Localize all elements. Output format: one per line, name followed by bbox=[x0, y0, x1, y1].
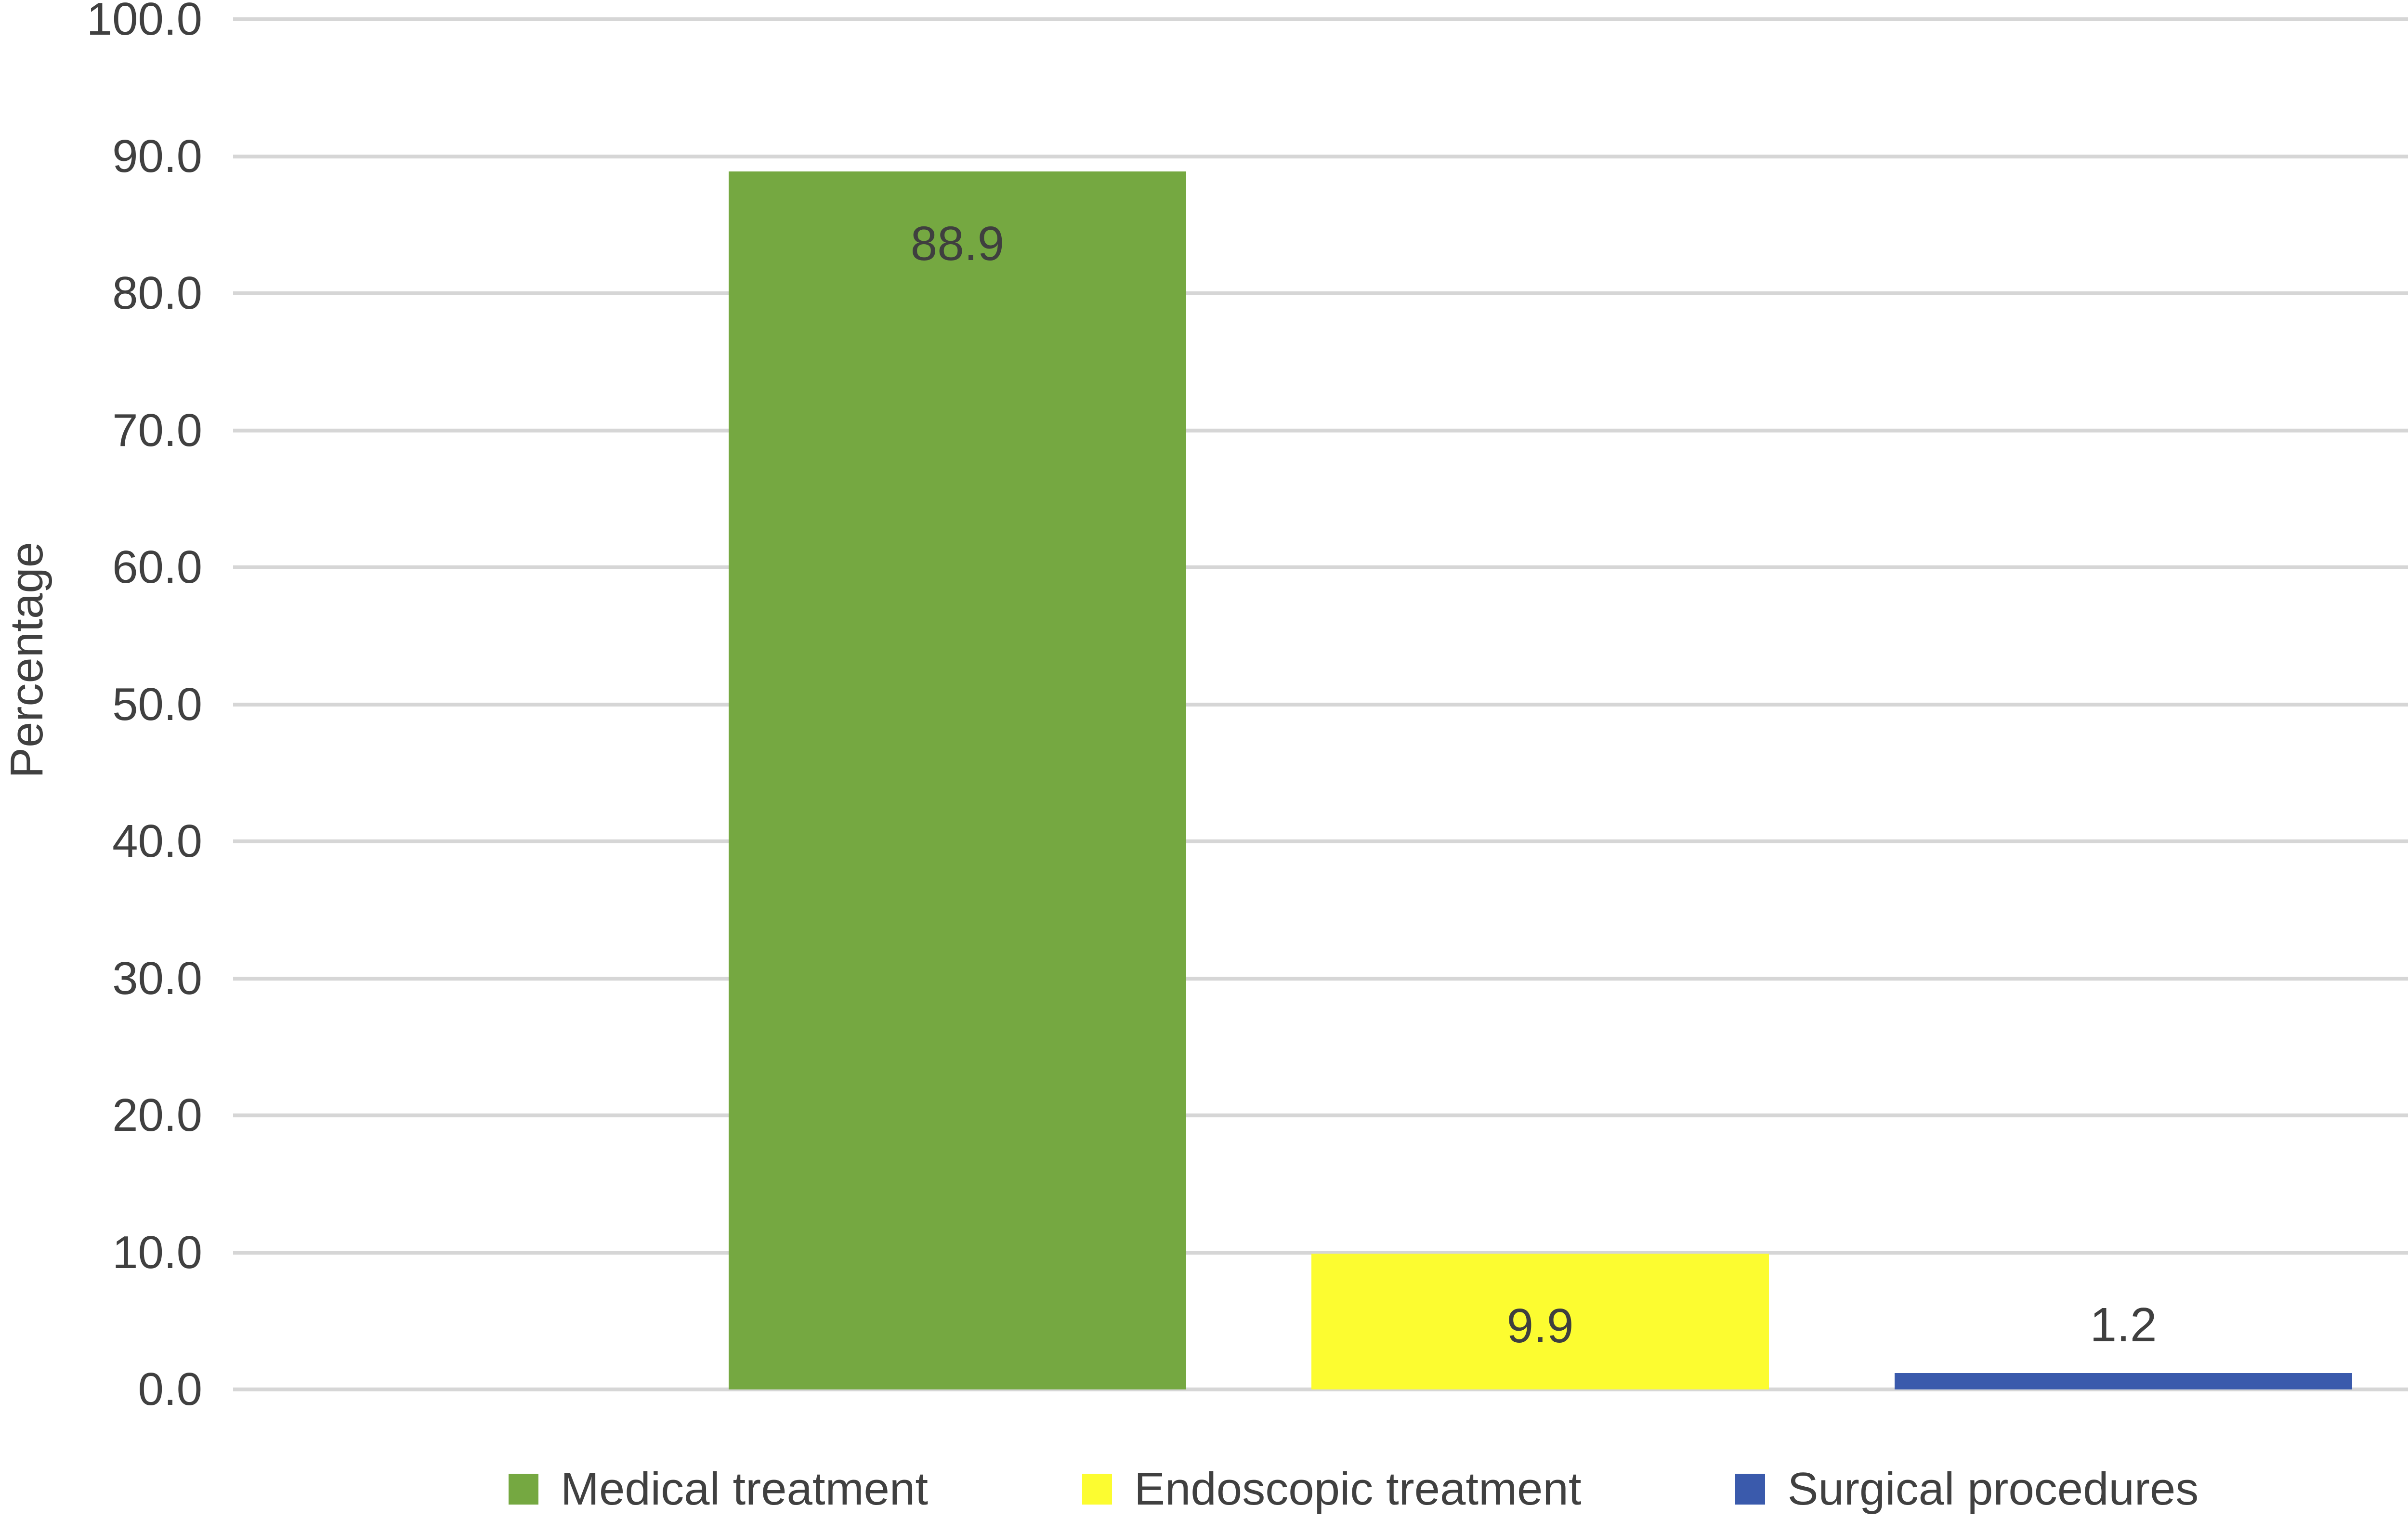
y-tick-label: 60.0 bbox=[112, 541, 202, 593]
y-tick-label: 100.0 bbox=[86, 0, 202, 45]
gridline bbox=[233, 154, 2408, 158]
gridline bbox=[233, 1388, 2408, 1391]
legend-item-endoscopic-treatment: Endoscopic treatment bbox=[1082, 1463, 1582, 1515]
gridline bbox=[233, 976, 2408, 981]
y-tick-label: 80.0 bbox=[112, 267, 202, 319]
y-tick-label: 40.0 bbox=[112, 815, 202, 867]
legend-swatch-medical-treatment bbox=[509, 1474, 538, 1505]
y-tick-label: 10.0 bbox=[112, 1226, 202, 1278]
legend-swatch-surgical-procedures bbox=[1735, 1474, 1766, 1505]
value-label-endoscopic-treatment: 9.9 bbox=[1506, 1299, 1574, 1353]
y-tick-label: 30.0 bbox=[112, 952, 202, 1004]
y-tick-label: 50.0 bbox=[112, 678, 202, 730]
y-tick-label: 20.0 bbox=[112, 1089, 202, 1141]
gridline bbox=[233, 702, 2408, 707]
bar-surgical-procedures bbox=[1895, 1373, 2352, 1389]
gridline bbox=[233, 839, 2408, 843]
gridline bbox=[233, 428, 2408, 432]
legend-item-medical-treatment: Medical treatment bbox=[509, 1464, 928, 1514]
legend-swatch-endoscopic-treatment bbox=[1082, 1474, 1112, 1505]
gridline bbox=[233, 1250, 2408, 1255]
bar-medical-treatment bbox=[729, 171, 1186, 1389]
gridline bbox=[233, 291, 2408, 295]
legend-item-surgical-procedures: Surgical procedures bbox=[1735, 1464, 2199, 1514]
gridline bbox=[233, 17, 2408, 21]
y-tick-label: 90.0 bbox=[112, 130, 202, 182]
bar-endoscopic-treatment bbox=[1311, 1254, 1769, 1389]
gridline bbox=[233, 1113, 2408, 1117]
y-tick-label: 0.0 bbox=[138, 1363, 202, 1415]
value-label-medical-treatment: 88.9 bbox=[910, 216, 1005, 271]
legend: Medical treatment Endoscopic treatment Sur… bbox=[509, 1464, 2199, 1514]
y-tick-label: 70.0 bbox=[112, 404, 202, 456]
legend-label: Medical treatment bbox=[561, 1463, 928, 1515]
legend-label: Endoscopic treatment bbox=[1134, 1463, 1582, 1515]
legend-label: Surgical procedures bbox=[1787, 1463, 2199, 1515]
gridline bbox=[233, 565, 2408, 569]
value-label-surgical-procedures: 1.2 bbox=[2090, 1297, 2157, 1352]
